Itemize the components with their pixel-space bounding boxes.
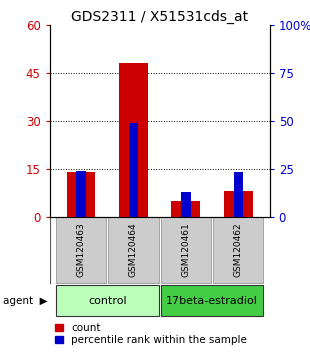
Bar: [181, 192, 191, 217]
Legend: count, percentile rank within the sample: count, percentile rank within the sample: [55, 323, 247, 346]
Text: 17beta-estradiol: 17beta-estradiol: [166, 296, 258, 306]
Bar: [224, 191, 253, 217]
Bar: [213, 217, 264, 283]
Text: GSM120461: GSM120461: [181, 223, 190, 278]
Bar: [67, 172, 95, 217]
Bar: [129, 122, 138, 217]
Bar: [161, 285, 264, 316]
Bar: [108, 217, 159, 283]
Bar: [56, 217, 106, 283]
Bar: [233, 172, 243, 217]
Bar: [56, 285, 159, 316]
Bar: [161, 217, 211, 283]
Bar: [76, 171, 86, 217]
Text: GSM120462: GSM120462: [234, 223, 243, 278]
Bar: [119, 63, 148, 217]
Text: GSM120464: GSM120464: [129, 223, 138, 278]
Text: GSM120463: GSM120463: [77, 223, 86, 278]
Text: agent  ▶: agent ▶: [3, 296, 48, 306]
Bar: [171, 201, 200, 217]
Title: GDS2311 / X51531cds_at: GDS2311 / X51531cds_at: [71, 10, 248, 24]
Text: control: control: [88, 296, 126, 306]
